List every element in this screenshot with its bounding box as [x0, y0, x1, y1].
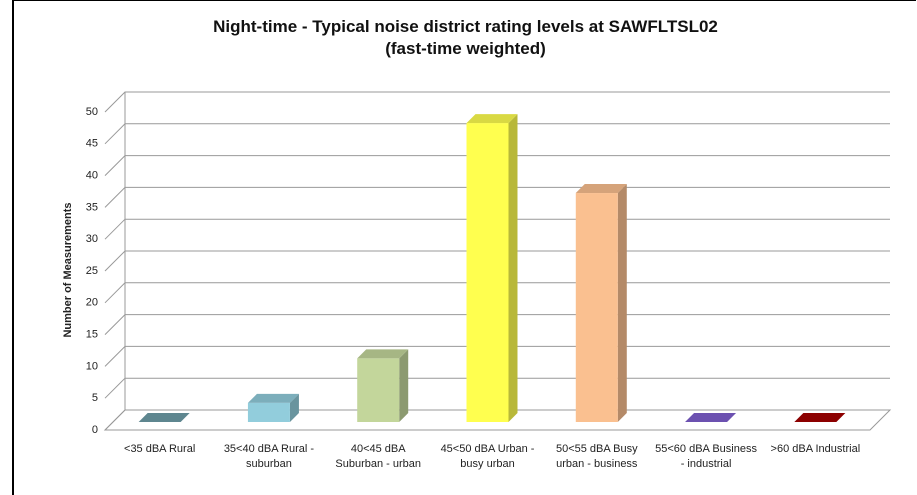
bar-top: [794, 413, 846, 422]
y-tick-label: 50: [86, 106, 98, 118]
y-tick-label: 10: [86, 360, 98, 372]
y-tick-label: 35: [86, 201, 98, 213]
bar-top: [685, 413, 737, 422]
bar-top: [466, 114, 518, 124]
chart-title: (fast-time weighted): [385, 39, 546, 58]
x-tick-label: 50<55 dBA Busy urban - business: [555, 443, 638, 470]
bar-side: [289, 393, 299, 422]
y-axis-label: Number of Measurements: [62, 202, 74, 337]
bar-top: [575, 184, 627, 194]
bar: [575, 193, 618, 422]
bar: [357, 358, 400, 422]
y-tick-label: 20: [86, 297, 98, 309]
y-tick-label: 40: [86, 170, 98, 182]
x-tick-label: <35 dBA Rural: [124, 443, 196, 455]
chart-title: Night-time - Typical noise district rati…: [213, 17, 718, 36]
bar-side: [399, 349, 409, 422]
y-tick-label: 5: [92, 392, 98, 404]
y-tick-label: 15: [86, 329, 98, 341]
bar: [247, 402, 290, 422]
x-tick-label: 45<50 dBA Urban - busy urban: [440, 443, 535, 470]
x-tick-label: 55<60 dBA Business - industrial: [655, 443, 757, 470]
bar-top: [138, 413, 190, 422]
bar-top: [357, 349, 409, 359]
bar-top: [247, 393, 299, 403]
y-tick-label: 0: [92, 424, 98, 436]
grid-line: [104, 91, 890, 113]
y-tick-label: 30: [86, 233, 98, 245]
x-tick-label: 35<40 dBA Rural - suburban: [223, 443, 315, 470]
bar-side: [508, 114, 518, 422]
y-tick-label: 25: [86, 265, 98, 277]
x-tick-label: 40<45 dBA Suburban - urban: [335, 443, 422, 470]
bar-side: [617, 184, 627, 422]
chart-frame: [12, 0, 916, 495]
x-tick-label: >60 dBA Industrial: [770, 443, 861, 455]
bar: [466, 123, 509, 422]
y-tick-label: 45: [86, 138, 98, 150]
